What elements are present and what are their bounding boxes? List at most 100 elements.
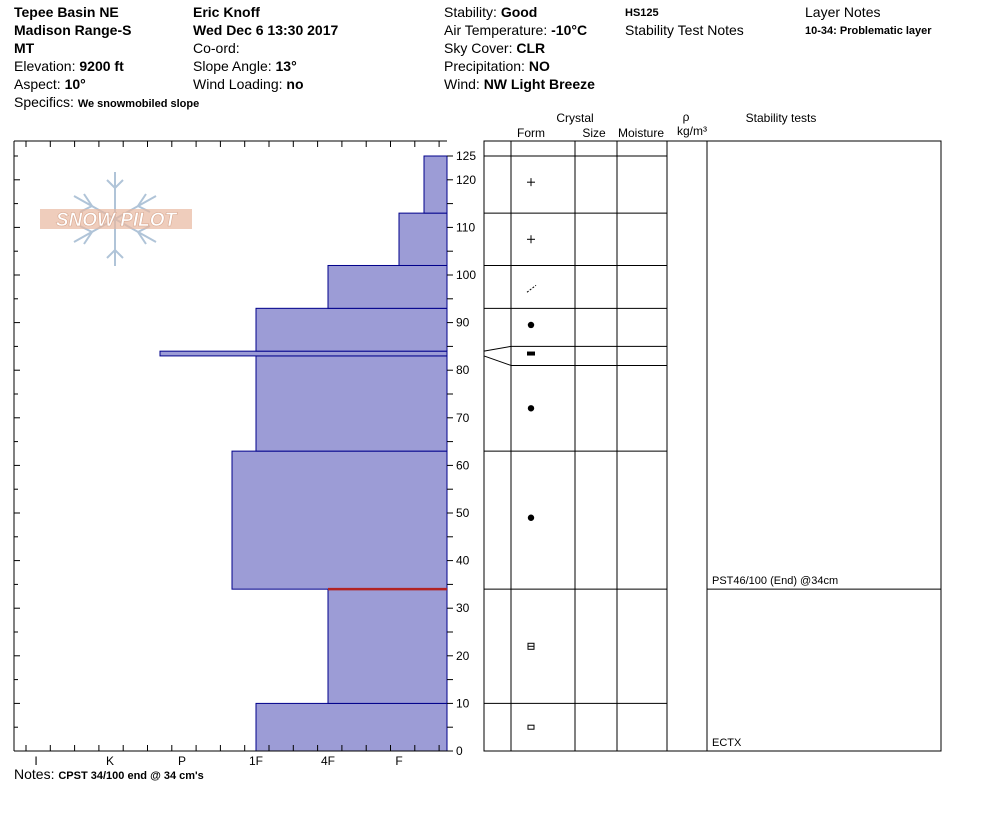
stability-test-label: ECTX	[712, 737, 742, 749]
specifics-value: We snowmobiled slope	[77, 98, 200, 110]
x-tick-label: 4F	[321, 754, 335, 768]
crystal-symbol-dot	[527, 405, 535, 412]
slope-angle-label: Slope Angle:	[193, 58, 272, 74]
range-name: Madison Range-S	[14, 22, 132, 38]
form-header: Form	[517, 126, 545, 140]
snow-height: HS125	[625, 7, 659, 19]
sky-cover-value: CLR	[516, 40, 546, 56]
y-tick-label: 80	[456, 363, 470, 377]
y-tick-label: 0	[456, 744, 463, 758]
hardness-layer-7	[398, 212, 448, 266]
crystal-header: Crystal	[556, 111, 593, 125]
precipitation: Precipitation: NO	[444, 57, 550, 75]
elevation-label: Elevation:	[14, 58, 76, 74]
air-temperature-label: Air Temperature:	[444, 22, 548, 38]
elevation: Elevation: 9200 ft	[14, 57, 124, 75]
aspect-label: Aspect:	[14, 76, 61, 92]
specifics-label: Specifics:	[14, 94, 74, 110]
sky-cover-label: Sky Cover:	[444, 40, 513, 56]
x-axis: I K P 1F 4F F	[25, 141, 440, 768]
y-tick-label: 110	[456, 220, 475, 234]
stability-tests-panel: PST46/100 (End) @34cm ECTX	[712, 575, 838, 749]
notes-value: CPST 34/100 end @ 34 cm's	[58, 770, 204, 782]
layer-connector	[483, 345, 512, 352]
precipitation-label: Precipitation:	[444, 58, 525, 74]
observer-name: Eric Knoff	[193, 4, 260, 20]
size-header: Size	[582, 126, 606, 140]
aspect-value: 10°	[64, 76, 86, 92]
y-tick-label: 40	[456, 554, 470, 568]
wind-loading-value: no	[286, 76, 304, 92]
stability-tests-header: Stability tests	[746, 111, 817, 125]
crystal-symbol-plus	[527, 178, 535, 187]
y-tick-label: 70	[456, 411, 470, 425]
hardness-layer-4	[159, 350, 448, 357]
layer-note: 10-34: Problematic layer	[805, 25, 932, 37]
crystal-symbol-slash	[526, 284, 537, 293]
moisture-header: Moisture	[618, 126, 664, 140]
observation-datetime: Wed Dec 6 13:30 2017	[193, 22, 339, 38]
y-tick-label: 100	[456, 268, 476, 282]
x-tick-label: F	[395, 754, 402, 768]
logo-text: SNOW PILOT	[56, 210, 178, 231]
x-tick-label: 1F	[249, 754, 263, 768]
hardness-layer-8	[423, 155, 448, 214]
air-temperature-value: -10°C	[551, 22, 588, 38]
y-tick-label: 120	[456, 173, 476, 187]
crystal-symbol-square	[527, 724, 535, 730]
x-tick-label: P	[178, 754, 186, 768]
crystal-symbol-dot	[527, 321, 535, 329]
specifics: Specifics: We snowmobiled slope	[14, 93, 199, 113]
crystal-symbol-cup	[527, 642, 535, 650]
elevation-value: 9200 ft	[79, 58, 124, 74]
hardness-layer-2	[231, 450, 448, 590]
state-name: MT	[14, 40, 35, 56]
y-tick-label: 90	[456, 316, 470, 330]
y-tick-label: 125	[456, 149, 476, 163]
hardness-layer-1	[327, 588, 448, 704]
chart-frame	[13, 140, 447, 752]
y-tick-label: 10	[456, 696, 470, 710]
stability-test-notes-label: Stability Test Notes	[625, 22, 744, 38]
crystal-symbol-plus	[527, 235, 535, 244]
location-name: Tepee Basin NE	[14, 4, 119, 20]
logo-banner	[40, 209, 192, 229]
crystal-symbol-bar	[527, 351, 535, 356]
x-tick-label: K	[106, 754, 114, 768]
air-temperature: Air Temperature: -10°C	[444, 21, 587, 39]
x-tick-label: I	[34, 754, 37, 768]
hardness-layer-6	[327, 264, 448, 309]
wind-value: NW Light Breeze	[483, 76, 595, 92]
hardness-profile	[159, 155, 448, 752]
y-axis: 0 10 20 30 40 50 60 70 80 90 100 110 120 125	[14, 149, 476, 758]
y-tick-label: 30	[456, 601, 470, 615]
y-tick-label: 20	[456, 649, 470, 663]
notes: Notes: CPST 34/100 end @ 34 cm's	[14, 765, 204, 785]
crystal-symbols	[526, 178, 537, 730]
wind-loading-label: Wind Loading:	[193, 76, 283, 92]
stability-value: Good	[500, 4, 538, 20]
hardness-layer-5	[255, 307, 448, 352]
sky-cover: Sky Cover: CLR	[444, 39, 545, 57]
coord-label: Co-ord:	[193, 40, 240, 56]
density-unit: kg/m³	[677, 124, 707, 138]
aspect: Aspect: 10°	[14, 75, 86, 93]
stability-test-label: PST46/100 (End) @34cm	[712, 575, 838, 587]
wind: Wind: NW Light Breeze	[444, 75, 595, 93]
snowpilot-logo: SNOW PILOT	[40, 172, 192, 266]
crystal-symbol-dot	[527, 514, 535, 521]
stability-label: Stability:	[444, 4, 497, 20]
layer-notes-label: Layer Notes	[805, 4, 881, 20]
layer-connector	[483, 355, 512, 366]
precipitation-value: NO	[528, 58, 550, 74]
table-frame	[483, 140, 942, 752]
wind-label: Wind:	[444, 76, 480, 92]
hardness-layer-0	[255, 702, 448, 752]
slope-angle-value: 13°	[275, 58, 297, 74]
density-symbol: ρ	[683, 110, 690, 124]
hardness-layer-3	[255, 355, 448, 452]
y-tick-label: 50	[456, 506, 470, 520]
crystal-table	[483, 140, 942, 752]
notes-label: Notes:	[14, 766, 55, 782]
